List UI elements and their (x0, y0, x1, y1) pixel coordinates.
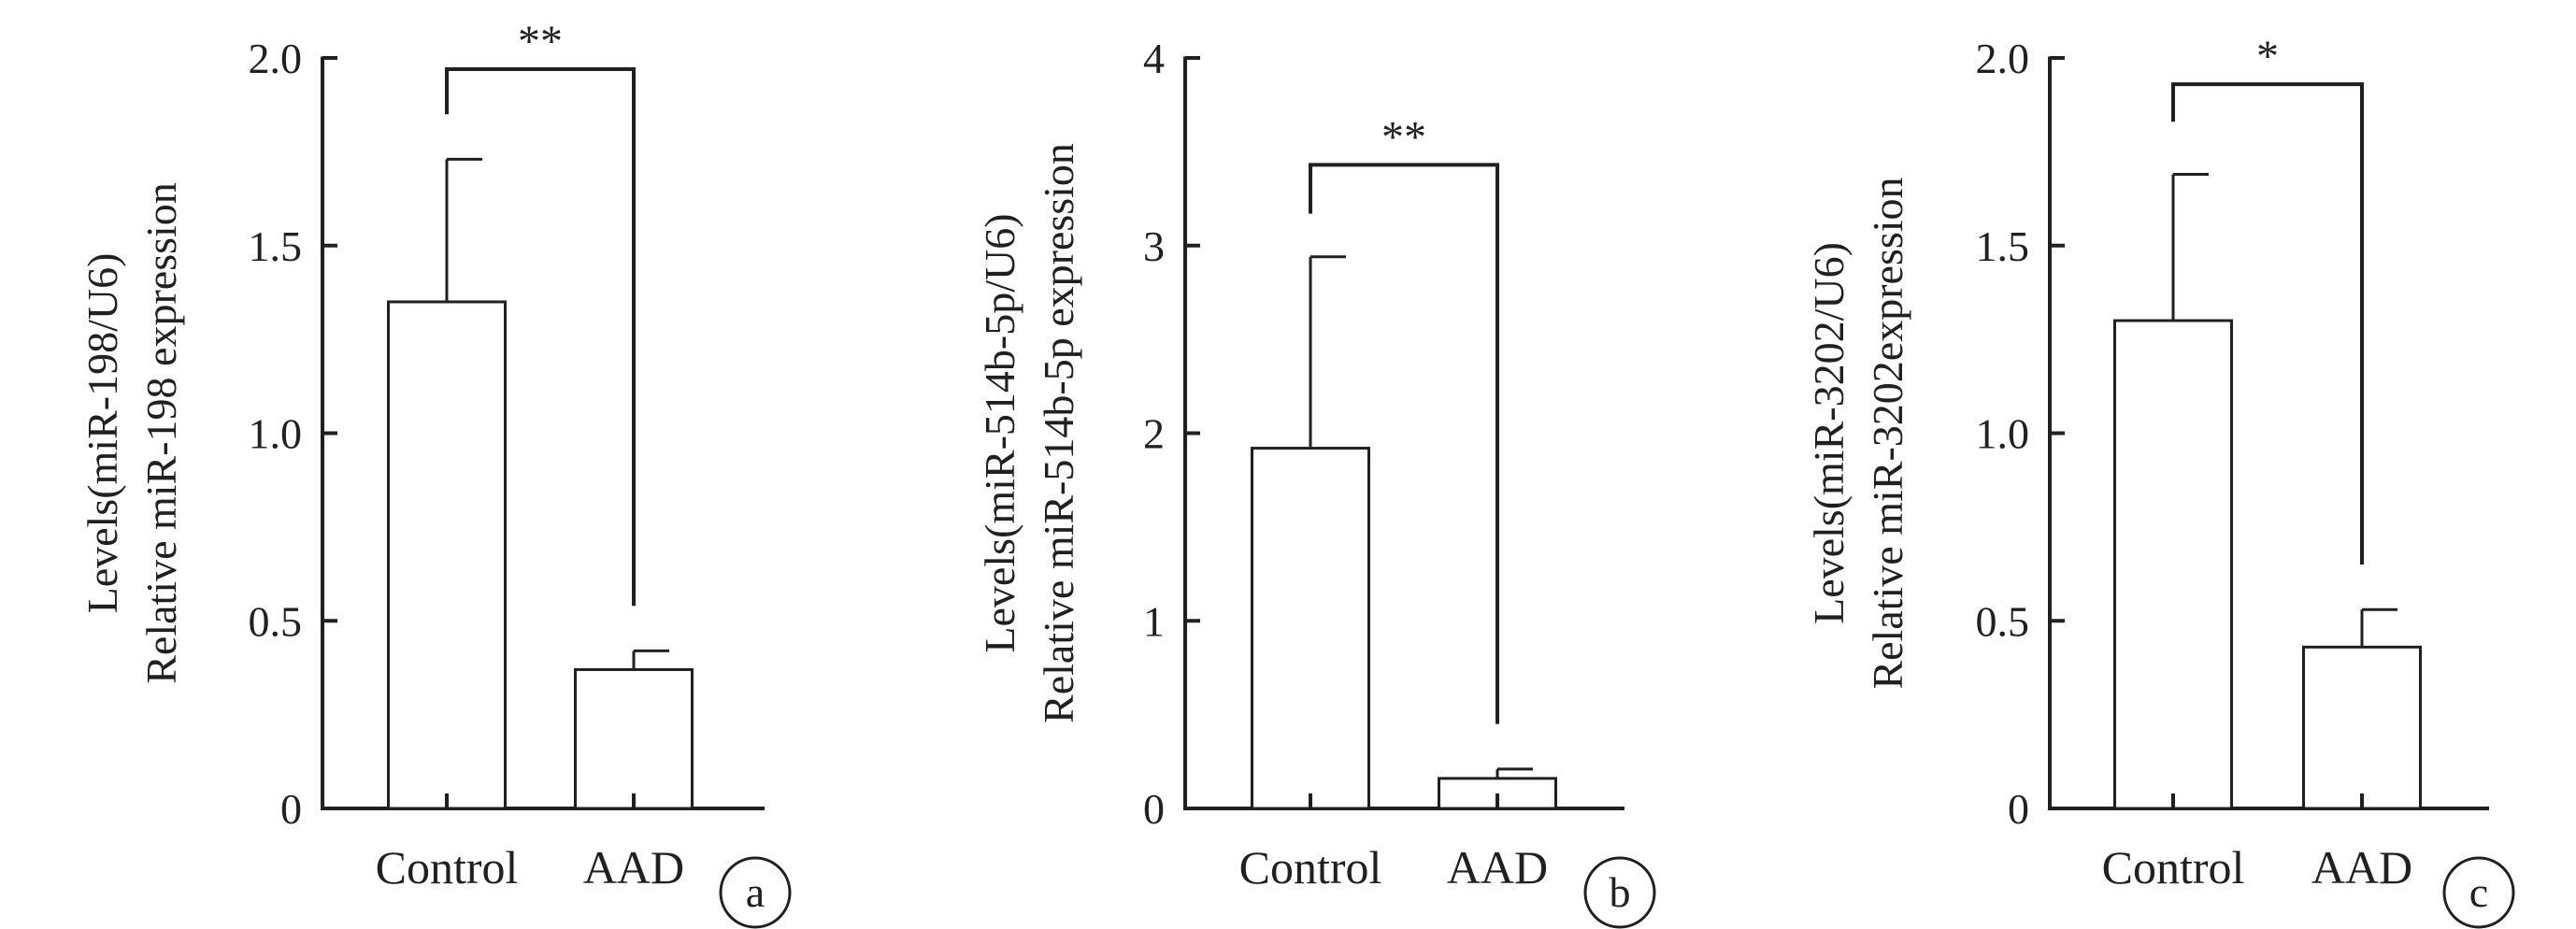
x-tick-label: Control (1239, 841, 1382, 893)
x-tick-label: AAD (2311, 841, 2412, 893)
bar-control (387, 300, 507, 810)
x-tick-label: AAD (1447, 841, 1548, 893)
bar-control (2113, 319, 2233, 810)
chart-panel-b: 0 1 2 3 4 Control AAD ** Levels(miR-514b-5p/U6) R… (976, 35, 1656, 929)
y-axis-label: Levels(miR-3202/U6) (1805, 242, 1853, 624)
significance-bracket (2171, 82, 2364, 565)
panel-letter: a (746, 868, 765, 916)
y-tick-label: 0 (2008, 785, 2029, 833)
y-tick-label: 0 (1143, 785, 1165, 833)
panel-letter-circle (2442, 856, 2515, 929)
y-axis-label: Relative miR-514b-5p expression (1035, 143, 1082, 723)
significance-bracket (445, 67, 636, 607)
y-tick-label: 2.0 (1976, 35, 2030, 82)
y-tick-label: 1.5 (1976, 222, 2030, 270)
y-tick-label: 0.5 (249, 597, 303, 645)
y-tick-label: 1 (1143, 597, 1165, 645)
y-tick-label: 1.0 (1976, 410, 2030, 458)
chart-panel-c: 0 0.5 1.0 1.5 2.0 Control AAD * Levels(miR-3202/… (1805, 32, 2515, 929)
y-tick-label: 1.5 (249, 222, 303, 270)
y-axis-label: Levels(miR-198/U6) (79, 253, 126, 614)
x-tick-label: AAD (583, 841, 684, 893)
panel-letter: c (2469, 868, 2488, 916)
y-tick-label: 1.0 (249, 410, 303, 458)
significance-label: ** (1381, 112, 1426, 162)
y-tick-label: 0.5 (1976, 597, 2030, 645)
y-axis-label: Relative miR-198 expression (137, 182, 185, 684)
y-tick-label: 3 (1143, 222, 1165, 270)
significance-label: * (2256, 32, 2279, 81)
panel-letter-circle (1583, 856, 1656, 929)
y-tick-label: 0 (280, 785, 302, 833)
bar-aad (574, 667, 694, 810)
chart-panel-a: 0 0.5 1.0 1.5 2.0 Control AAD ** Levels(miR-198/… (79, 17, 792, 929)
y-axis-label: Relative miR-3202expression (1864, 177, 1911, 689)
bar-aad (2302, 645, 2422, 810)
panel-letter: b (1610, 868, 1631, 916)
y-axis-label: Levels(miR-514b-5p/U6) (976, 213, 1023, 652)
bar-control (1251, 447, 1370, 810)
x-tick-label: Control (376, 841, 519, 893)
panel-letter-circle (719, 856, 792, 929)
y-tick-label: 2.0 (249, 35, 303, 82)
y-tick-label: 2 (1143, 410, 1165, 458)
x-tick-label: Control (2102, 841, 2245, 893)
significance-bracket (1309, 163, 1499, 724)
significance-label: ** (518, 17, 563, 66)
y-tick-label: 4 (1143, 35, 1165, 82)
